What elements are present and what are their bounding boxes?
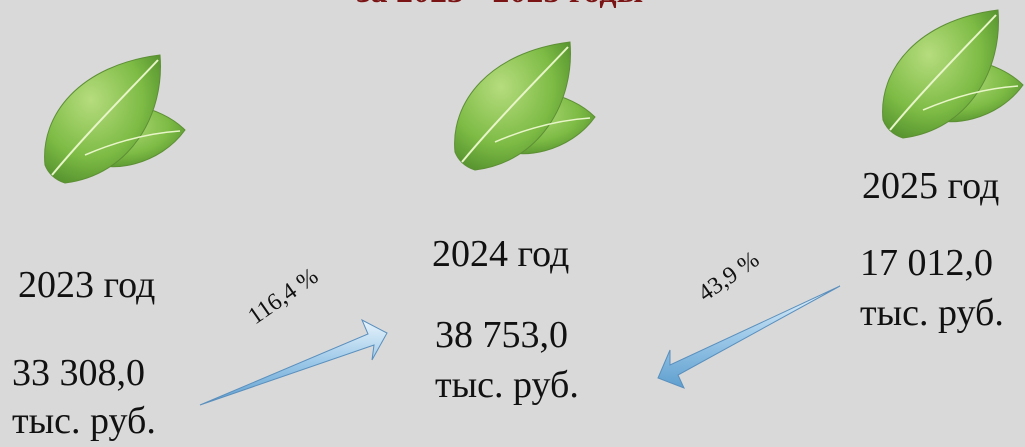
amount: 33 308,0 [12, 352, 145, 394]
unit: тыс. руб. [860, 292, 1004, 334]
title: за 2023 - 2025 годы [357, 0, 643, 10]
amount: 17 012,0 [860, 242, 993, 284]
year-label: 2023 год [18, 264, 155, 306]
arrow [658, 286, 840, 388]
leaf-icon [883, 10, 1023, 138]
arrow [200, 320, 387, 405]
unit: тыс. руб. [435, 364, 579, 406]
year-label: 2025 год [862, 165, 999, 207]
leaf-icon [45, 55, 185, 183]
arrow-label: 116,4 % [244, 263, 324, 330]
unit: тыс. руб. [12, 400, 156, 442]
leaf-icon [455, 42, 595, 170]
amount: 38 753,0 [435, 314, 568, 356]
arrow-label: 43,9 % [694, 247, 765, 307]
slide: за 2023 - 2025 годы 2023 год 33 308,0 ты… [0, 0, 1025, 447]
year-label: 2024 год [432, 233, 569, 275]
